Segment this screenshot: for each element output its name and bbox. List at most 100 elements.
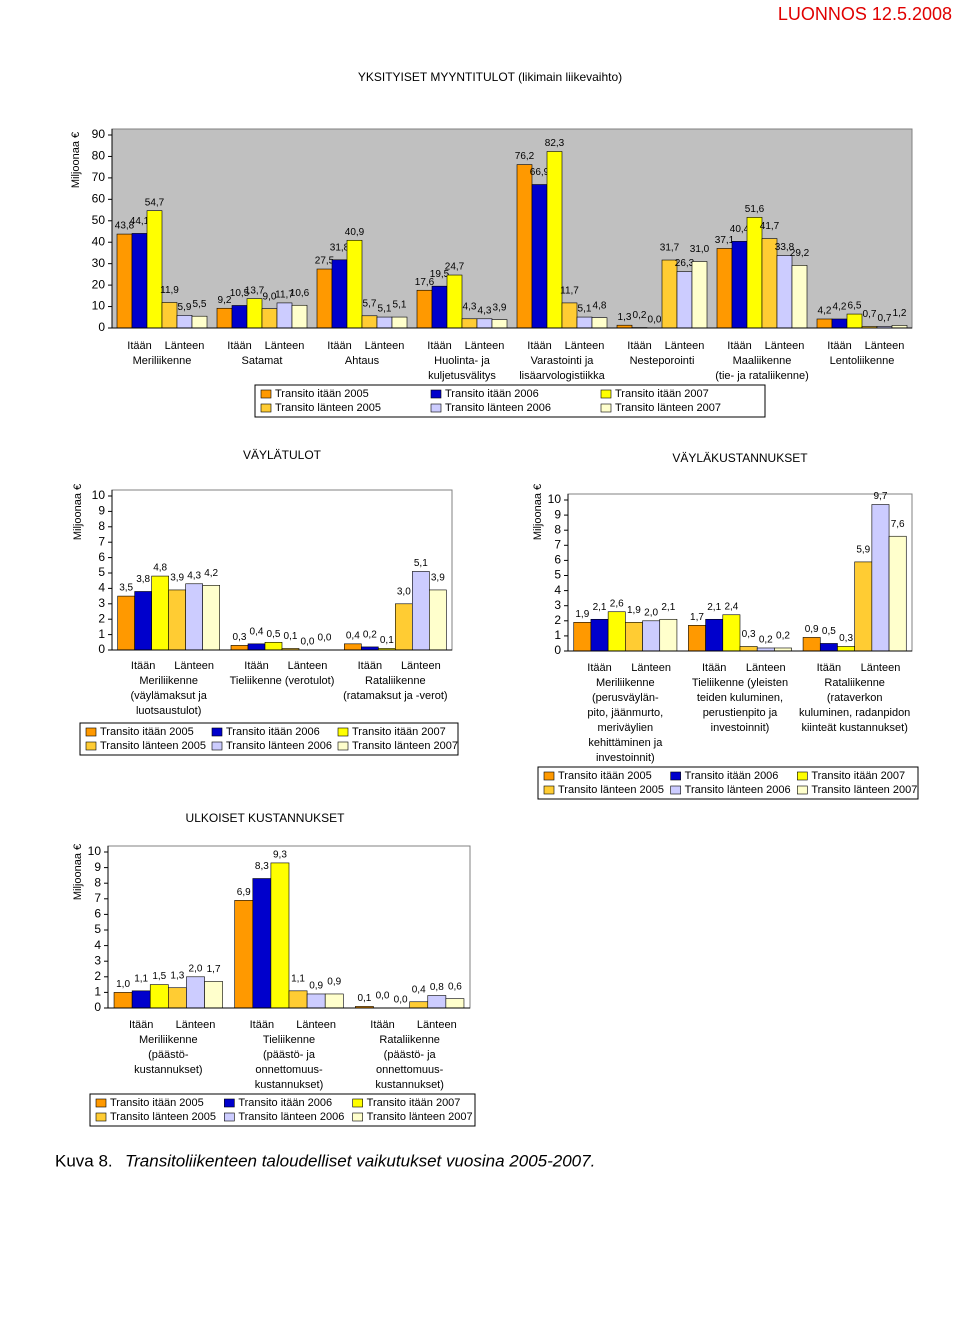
x-tick-label: Huolinta- ja [434,355,491,367]
direction-label: Itään [427,340,451,352]
y-tick-label: 60 [92,192,106,206]
x-tick-label: kustannukset) [375,1079,443,1091]
bar [168,987,187,1009]
legend-label: Transito länteen 2007 [352,740,458,752]
direction-label: Länteen [417,1019,457,1031]
value-label: 11,7 [275,290,294,301]
bar [361,315,378,329]
bar [716,248,733,329]
bar [346,239,363,329]
legend-swatch [543,785,555,795]
direction-label: Itään [702,662,726,674]
x-tick-label: lisäarvologistiikka [519,370,605,382]
value-label: 2,6 [610,598,624,609]
bar [409,1001,429,1009]
bar [831,318,848,329]
value-label: 82,3 [545,138,565,149]
legend-swatch [352,1098,363,1108]
y-tick-label: 6 [94,907,101,921]
value-label: 0,8 [430,982,444,993]
draft-label: LUONNOS 12.5.2008 [778,4,952,24]
x-tick-label: Ahtaus [345,355,380,367]
value-label: 5,1 [578,304,592,315]
value-label: 0,4 [250,626,264,637]
bar [739,646,758,652]
legend-label: Transito länteen 2006 [226,740,332,752]
bar [247,643,266,651]
legend-swatch [224,1098,235,1108]
x-tick-label: Maaliikenne [733,355,792,367]
value-label: 4,2 [818,306,832,317]
x-tick-label: pito, jäänmurto, [587,707,663,719]
legend-swatch [337,741,349,751]
value-label: 2,1 [593,602,607,613]
direction-label: Länteen [365,340,405,352]
direction-label: Länteen [174,660,214,672]
x-tick-label: Lentoliikenne [830,355,895,367]
x-tick-label: Nesteporointi [630,355,695,367]
bar [146,210,163,329]
value-label: 10,6 [290,288,310,299]
y-tick-label: 80 [92,149,106,163]
legend-swatch [260,389,272,399]
y-tick-label: 8 [98,519,105,533]
direction-label: Itään [127,340,151,352]
value-label: 26,3 [675,258,695,269]
bar [661,259,678,329]
x-tick-label: Tieliikenne [263,1034,315,1046]
legend-label: Transito länteen 2005 [110,1111,216,1123]
value-label: 9,3 [273,850,287,861]
bar [591,317,608,329]
legend-label: Transito länteen 2007 [367,1111,473,1123]
value-label: 0,1 [284,631,298,642]
bar [561,302,578,329]
y-tick-label: 7 [94,891,101,905]
bar [446,274,463,329]
direction-label: Länteen [401,660,441,672]
x-tick-label: kuluminen, radanpidon [799,707,910,719]
bar [344,643,362,651]
direction-label: Itään [227,340,251,352]
legend-label: Transito itään 2005 [275,388,369,400]
bar [731,241,748,329]
bar [516,164,533,329]
bar [412,571,430,651]
y-tick-label: 0 [98,642,105,656]
value-label: 31,0 [690,244,710,255]
value-label: 13,7 [245,285,265,296]
bar [149,984,169,1009]
direction-label: Itään [587,662,611,674]
y-tick-label: 8 [94,875,101,889]
bar [625,622,643,652]
x-tick-label: kustannukset) [134,1064,202,1076]
bar [416,289,433,329]
x-tick-label: (ratamaksut ja -verot) [343,690,448,702]
bar [231,305,248,329]
x-tick-label: Tieliikenne (verotulot) [230,675,335,687]
value-label: 1,9 [627,605,641,616]
value-label: 4,8 [593,300,607,311]
chart-title: ULKOISET KUSTANNUKSET [186,811,346,825]
legend-swatch [543,771,555,781]
value-label: 5,9 [856,545,870,556]
bar [546,151,563,329]
value-label: 17,6 [415,277,435,288]
y-tick-label: 0 [554,643,561,657]
bar [230,645,249,651]
bar [846,313,863,329]
bar [819,643,838,652]
value-label: 11,9 [160,285,179,296]
value-label: 3,9 [431,573,445,584]
bar [316,268,333,329]
x-tick-label: teiden kuluminen, [697,692,783,704]
y-tick-label: 7 [554,537,561,551]
bar [376,316,393,329]
bar [590,618,609,652]
legend-label: Transito länteen 2006 [685,784,791,796]
bar [854,561,873,652]
y-tick-label: 5 [98,565,105,579]
bar [445,998,465,1009]
legend-swatch [352,1112,363,1122]
